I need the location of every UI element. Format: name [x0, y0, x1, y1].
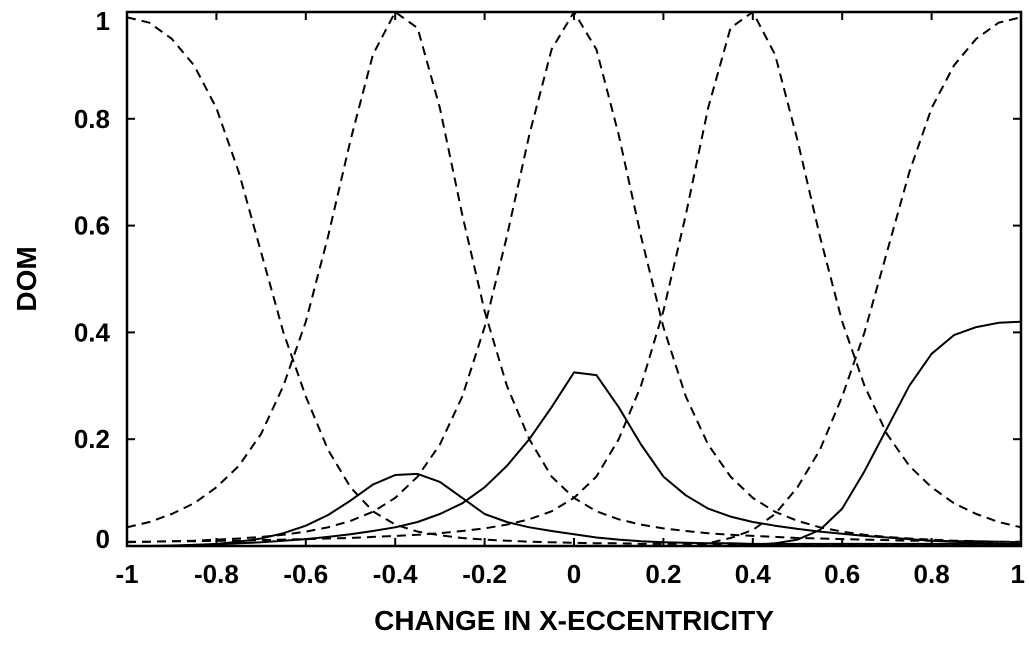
- series-line-1: [126, 16, 1021, 546]
- x-tick-label: -0.2: [462, 559, 507, 589]
- x-tick-label: 0: [567, 559, 581, 589]
- x-tick-label: 1: [1011, 559, 1025, 589]
- x-tick-label: 0.2: [645, 559, 681, 589]
- series-line-2: [126, 11, 1021, 543]
- x-tick-label: -0.6: [283, 559, 328, 589]
- x-tick-label: 0.8: [914, 559, 950, 589]
- y-axis-title: DOM: [11, 246, 42, 311]
- x-tick-label: -1: [115, 559, 138, 589]
- series-layer: [126, 11, 1022, 547]
- y-tick-label: 0: [96, 524, 110, 554]
- plot-frame: [125, 10, 1023, 548]
- x-tick-label: -0.8: [194, 559, 239, 589]
- series-line-7: [127, 371, 1022, 547]
- y-tick-label: 0.8: [74, 104, 110, 134]
- y-tick-label: 0.4: [74, 317, 111, 347]
- series-line-4: [127, 11, 1022, 543]
- x-tick-label: -0.4: [373, 559, 418, 589]
- x-tick-label: 0.6: [824, 559, 860, 589]
- y-tick-label: 0.6: [74, 211, 110, 241]
- y-tick-label: 1: [96, 6, 110, 36]
- tick-layer: -1 -0.8 -0.6 -0.4 -0.2 0 0.2 0.4 0.6 0.8 1 0 0.2 0.4 0…: [74, 6, 1025, 589]
- series-line-3: [126, 11, 1022, 544]
- x-tick-label: 0.4: [735, 559, 772, 589]
- series-line-5: [127, 16, 1022, 547]
- series-line-6: [127, 472, 1021, 547]
- x-axis-title: CHANGE IN X-ECCENTRICITY: [374, 605, 774, 636]
- y-tick-label: 0.2: [74, 424, 110, 454]
